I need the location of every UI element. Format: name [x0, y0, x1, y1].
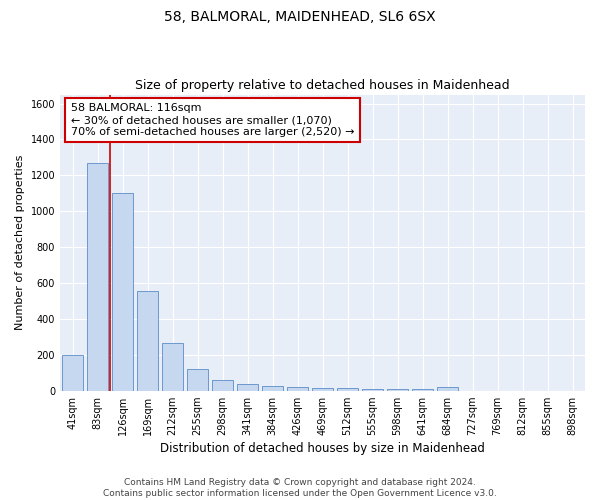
Text: 58, BALMORAL, MAIDENHEAD, SL6 6SX: 58, BALMORAL, MAIDENHEAD, SL6 6SX	[164, 10, 436, 24]
Bar	[362, 389, 383, 390]
X-axis label: Distribution of detached houses by size in Maidenhead: Distribution of detached houses by size …	[160, 442, 485, 455]
Bar	[137, 291, 158, 390]
Bar	[212, 380, 233, 390]
Bar	[62, 355, 83, 390]
Bar	[312, 388, 333, 390]
Text: 58 BALMORAL: 116sqm
← 30% of detached houses are smaller (1,070)
70% of semi-det: 58 BALMORAL: 116sqm ← 30% of detached ho…	[71, 104, 354, 136]
Bar	[112, 194, 133, 390]
Bar	[387, 389, 408, 390]
Bar	[237, 384, 258, 390]
Bar	[187, 369, 208, 390]
Bar	[162, 343, 183, 390]
Title: Size of property relative to detached houses in Maidenhead: Size of property relative to detached ho…	[135, 79, 510, 92]
Bar	[412, 389, 433, 390]
Y-axis label: Number of detached properties: Number of detached properties	[15, 155, 25, 330]
Bar	[262, 386, 283, 390]
Bar	[287, 388, 308, 390]
Bar	[437, 388, 458, 390]
Bar	[337, 388, 358, 390]
Bar	[87, 163, 108, 390]
Text: Contains HM Land Registry data © Crown copyright and database right 2024.
Contai: Contains HM Land Registry data © Crown c…	[103, 478, 497, 498]
